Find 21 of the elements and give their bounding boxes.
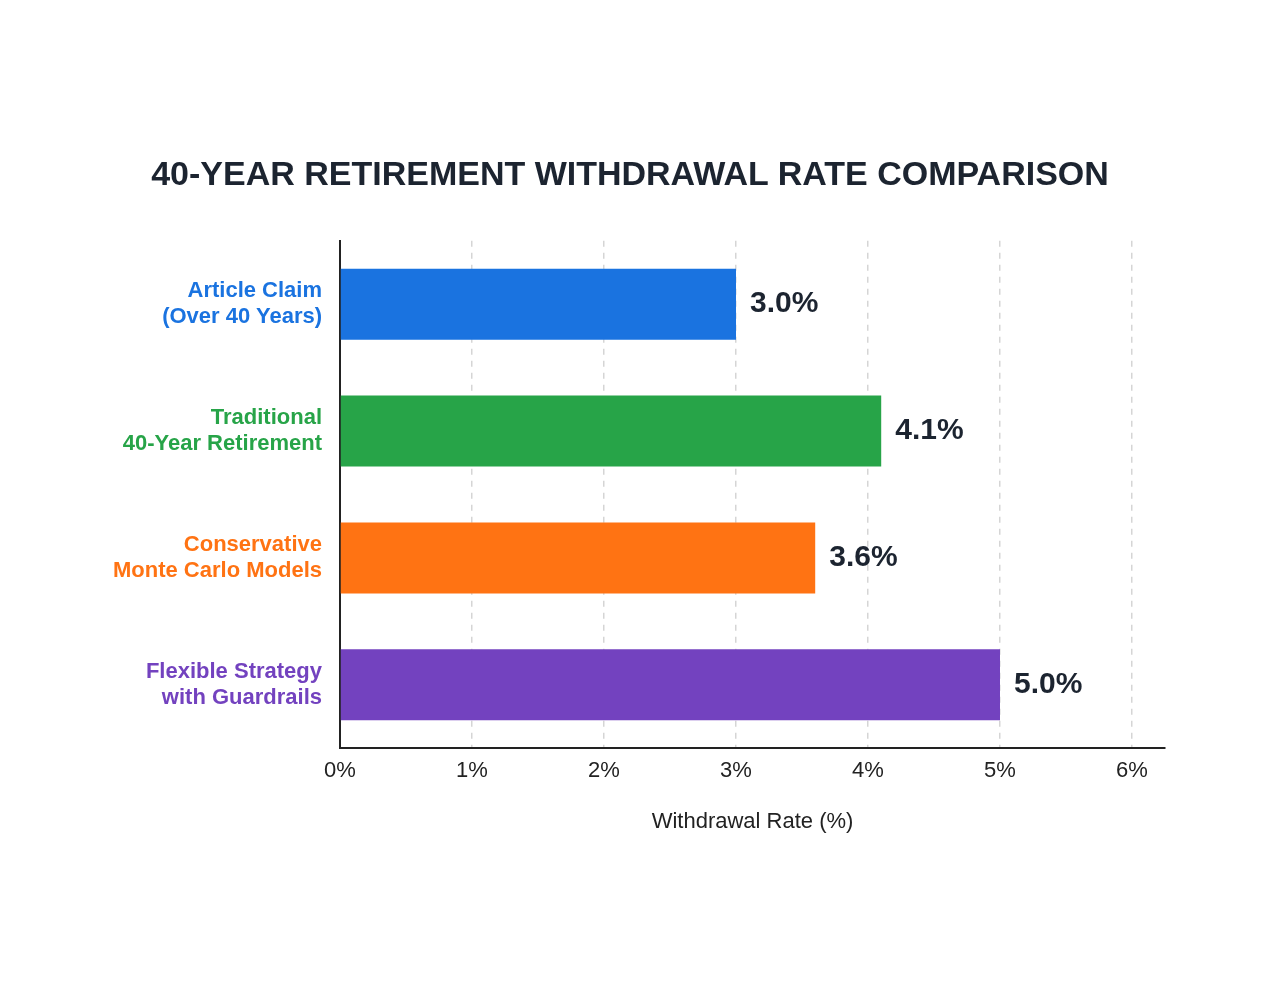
y-tick-label: Flexible Strategy with Guardrails bbox=[145, 657, 323, 710]
bar bbox=[340, 649, 1000, 721]
x-axis-title: Withdrawal Rate (%) bbox=[651, 807, 854, 833]
data-label: 4.1% bbox=[895, 412, 964, 446]
y-tick-label: Traditional 40-Year Retirement bbox=[122, 403, 323, 456]
data-label: 3.6% bbox=[829, 539, 898, 573]
y-tick-label: Article Claim (Over 40 Years) bbox=[162, 277, 323, 329]
x-tick-label: 6% bbox=[1116, 757, 1148, 783]
bar bbox=[340, 268, 737, 340]
bar bbox=[340, 395, 882, 467]
x-tick-label: 5% bbox=[984, 757, 1016, 783]
x-tick-label: 3% bbox=[720, 757, 752, 783]
x-tick-label: 2% bbox=[588, 757, 620, 783]
x-tick-label: 0% bbox=[324, 757, 356, 783]
chart-title: 40-YEAR RETIREMENT WITHDRAWAL RATE COMPARISON bbox=[151, 153, 1109, 192]
y-tick-label: Conservative Monte Carlo Models bbox=[113, 530, 323, 583]
bar bbox=[340, 522, 816, 594]
x-tick-label: 4% bbox=[852, 757, 884, 783]
data-label: 5.0% bbox=[1014, 666, 1083, 700]
data-label: 3.0% bbox=[750, 285, 819, 319]
x-tick-label: 1% bbox=[456, 757, 488, 783]
